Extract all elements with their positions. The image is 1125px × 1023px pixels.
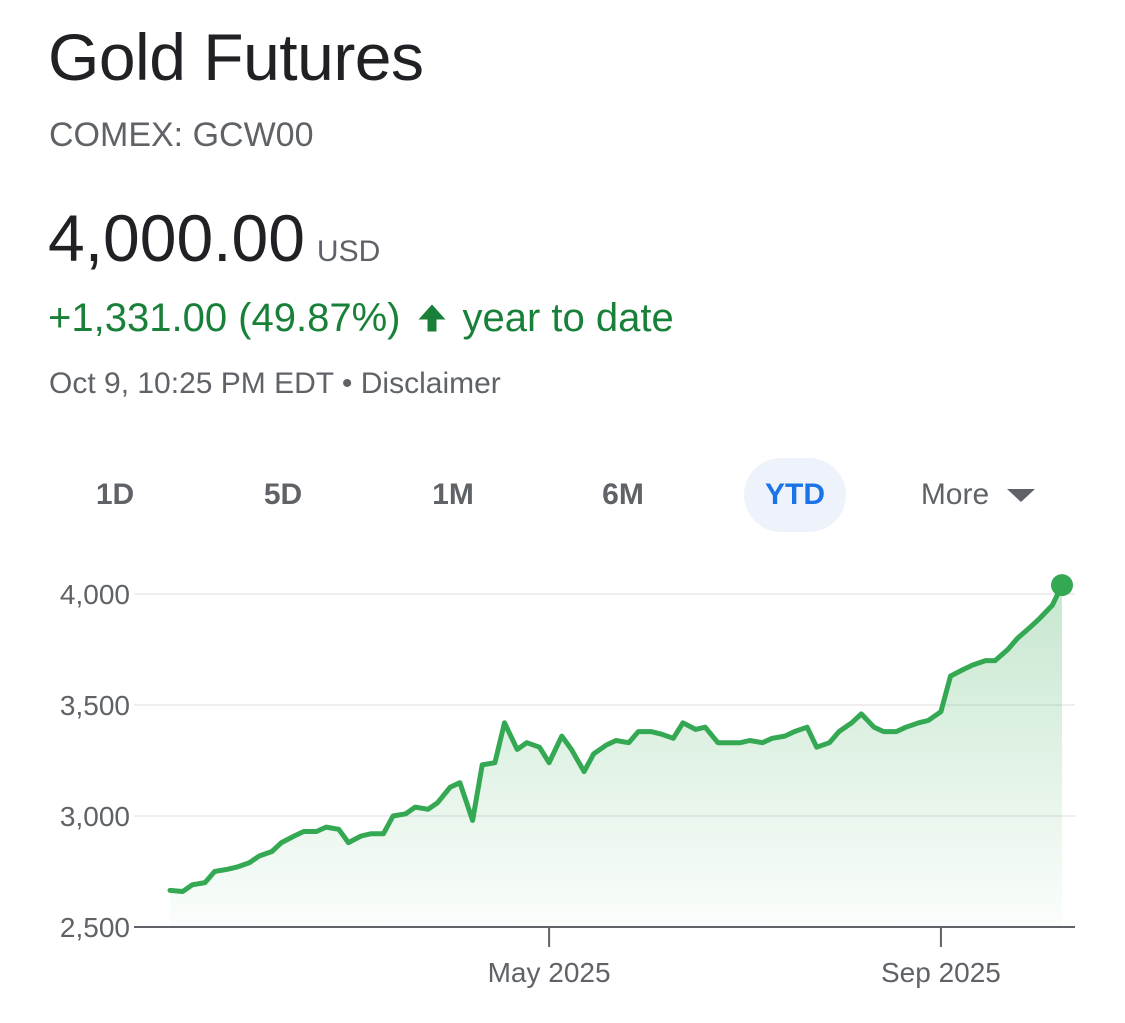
- price-line: [167, 582, 1065, 894]
- last-price-marker: [1051, 574, 1073, 597]
- timestamp: Oct 9, 10:25 PM EDT: [49, 367, 334, 400]
- tab-1d[interactable]: 1D: [95, 478, 135, 511]
- change-value: +1,331.00 (49.87%): [48, 296, 401, 340]
- price-area: [170, 585, 1062, 927]
- price-chart: 2,500 3,000 3,500 4,000 May 2025 Sep 2025: [60, 574, 1075, 988]
- y-tick-label: 4,000: [60, 579, 130, 610]
- disclaimer-link[interactable]: Disclaimer: [360, 367, 501, 400]
- tab-6m[interactable]: 6M: [602, 478, 644, 511]
- tab-ytd[interactable]: YTD: [744, 458, 846, 532]
- change-period: year to date: [462, 296, 674, 340]
- price-row: 4,000.00 USD: [48, 205, 380, 271]
- tab-1m[interactable]: 1M: [432, 478, 474, 511]
- more-dropdown[interactable]: More: [898, 458, 1058, 532]
- tab-5d[interactable]: 5D: [263, 478, 303, 511]
- separator: •: [341, 367, 353, 400]
- y-tick-label: 3,500: [60, 690, 130, 721]
- arrow-up-icon: [418, 304, 446, 332]
- more-label: More: [920, 478, 990, 511]
- ticker-symbol: COMEX: GCW00: [49, 116, 314, 154]
- current-price: 4,000.00: [48, 201, 305, 275]
- x-tick-label: Sep 2025: [881, 957, 1001, 988]
- currency-label: USD: [316, 235, 381, 268]
- page-title: Gold Futures: [48, 20, 424, 94]
- range-selector: 1D 5D 1M 6M YTD More: [60, 458, 1070, 532]
- y-tick-label: 2,500: [60, 912, 130, 943]
- timestamp-line: Oct 9, 10:25 PM EDT • Disclaimer: [49, 369, 501, 399]
- chevron-down-icon: [1007, 488, 1036, 502]
- y-tick-label: 3,000: [60, 801, 130, 832]
- x-tick-label: May 2025: [488, 957, 611, 988]
- price-change: +1,331.00 (49.87%) year to date: [48, 298, 674, 338]
